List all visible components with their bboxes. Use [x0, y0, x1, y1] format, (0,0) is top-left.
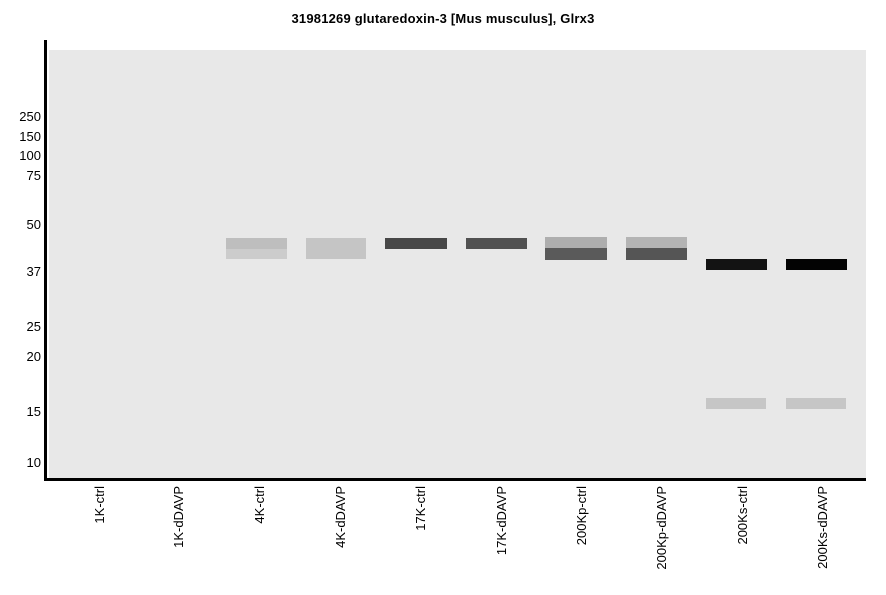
gel-band [626, 237, 687, 248]
gel-band [545, 237, 607, 248]
lane-label: 200Ks-dDAVP [815, 486, 830, 569]
y-tick-label: 150 [19, 129, 41, 144]
lane-label: 200Kp-ctrl [574, 486, 589, 546]
gel-band [545, 248, 607, 260]
lane-label: 4K-ctrl [252, 486, 267, 524]
gel-band [306, 238, 366, 259]
gel-band [706, 259, 767, 270]
gel-band [786, 259, 847, 270]
gel-band [385, 238, 447, 249]
lane-label: 17K-ctrl [413, 486, 428, 531]
y-tick-label: 250 [19, 109, 41, 124]
gel-band [466, 238, 527, 249]
y-tick-label: 15 [26, 404, 41, 419]
y-tick-label: 50 [26, 217, 41, 232]
gel-band [706, 398, 766, 409]
y-tick-label: 20 [26, 349, 41, 364]
gel-band [786, 398, 846, 409]
lane-label: 200Ks-ctrl [735, 486, 750, 545]
y-tick-label: 75 [26, 168, 41, 183]
gel-band [626, 248, 687, 260]
y-tick-label: 37 [26, 264, 41, 279]
lane-label: 200Kp-dDAVP [654, 486, 669, 570]
chart-title: 31981269 glutaredoxin-3 [Mus musculus], … [291, 11, 595, 26]
lane-label: 1K-dDAVP [171, 486, 186, 548]
lane-label: 17K-dDAVP [494, 486, 509, 556]
x-axis-line [44, 478, 866, 481]
lane-label: 1K-ctrl [92, 486, 107, 524]
gel-band [226, 238, 287, 249]
lane-label: 4K-dDAVP [333, 486, 348, 548]
y-tick-label: 25 [26, 319, 41, 334]
y-axis-line [44, 40, 47, 481]
gel-band [226, 249, 287, 259]
y-tick-label: 100 [19, 148, 41, 163]
y-tick-label: 10 [26, 455, 41, 470]
